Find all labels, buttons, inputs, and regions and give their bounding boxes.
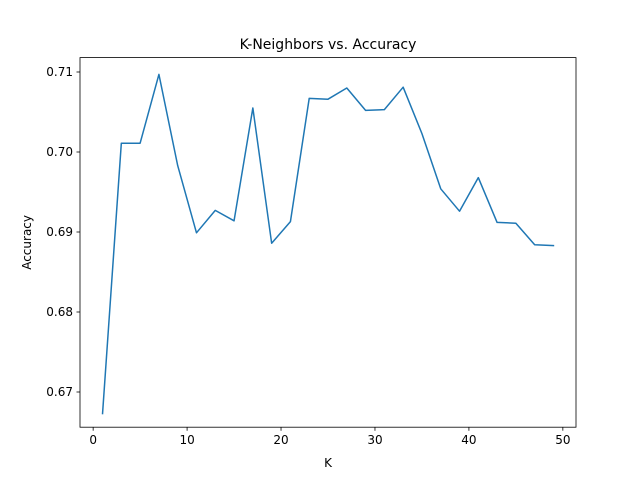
y-tick-label: 0.68 (46, 305, 73, 319)
y-tick-label: 0.67 (46, 385, 73, 399)
chart-title: K-Neighbors vs. Accuracy (240, 37, 417, 53)
x-axis-ticks: 0 10 20 30 40 50 (89, 427, 570, 447)
y-tick-label: 0.70 (46, 145, 73, 159)
x-tick-label: 20 (273, 433, 288, 447)
y-tick-label: 0.71 (46, 65, 73, 79)
y-tick-label: 0.69 (46, 225, 73, 239)
series-line-accuracy (101, 73, 555, 415)
y-axis-ticks: 0.67 0.68 0.69 0.70 0.71 (46, 65, 80, 399)
plot-frame (79, 57, 577, 428)
x-tick-label: 10 (179, 433, 194, 447)
x-tick-label: 30 (367, 433, 382, 447)
x-axis-label: K (324, 456, 333, 470)
x-tick-label: 0 (89, 433, 97, 447)
y-axis-label: Accuracy (20, 215, 34, 270)
x-tick-label: 40 (461, 433, 476, 447)
x-tick-label: 50 (555, 433, 570, 447)
